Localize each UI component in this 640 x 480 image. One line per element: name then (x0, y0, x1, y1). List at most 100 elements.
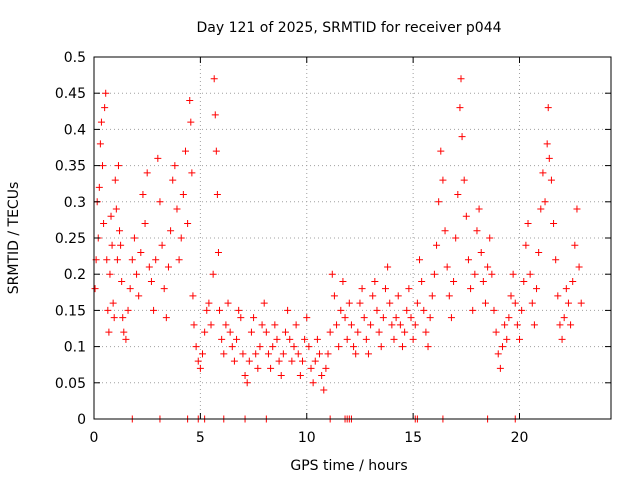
data-point (222, 321, 230, 329)
data-point (181, 147, 189, 155)
data-point (539, 169, 547, 177)
data-point (507, 292, 515, 300)
data-point (388, 321, 396, 329)
data-point (352, 350, 360, 358)
data-point (420, 306, 428, 314)
data-point (496, 364, 504, 372)
data-point (360, 314, 368, 322)
data-point (262, 328, 270, 336)
data-point (303, 314, 311, 322)
data-point (543, 140, 551, 148)
data-point (452, 234, 460, 242)
x-axis-label: GPS time / hours (290, 458, 407, 474)
data-point (520, 277, 528, 285)
data-point (271, 321, 279, 329)
data-point (318, 372, 326, 380)
x-tick-label: 10 (298, 430, 316, 446)
y-tick-label: 0.25 (55, 231, 86, 247)
data-point (96, 140, 104, 148)
data-point (267, 364, 275, 372)
data-point (439, 176, 447, 184)
data-point (350, 343, 358, 351)
data-point (299, 357, 307, 365)
data-point (558, 335, 566, 343)
data-point (235, 306, 243, 314)
data-point (233, 335, 241, 343)
data-point (530, 321, 538, 329)
data-point (541, 198, 549, 206)
data-point (273, 335, 281, 343)
data-point (479, 277, 487, 285)
data-point (396, 321, 404, 329)
data-point (186, 96, 194, 104)
data-point (460, 176, 468, 184)
data-point (486, 234, 494, 242)
data-point (113, 256, 121, 264)
data-point (443, 263, 451, 271)
data-point (341, 314, 349, 322)
data-point (392, 314, 400, 322)
data-point (503, 335, 511, 343)
data-point (124, 306, 132, 314)
data-point (477, 248, 485, 256)
data-point (435, 198, 443, 206)
data-point (333, 321, 341, 329)
data-point (533, 285, 541, 293)
y-tick-label: 0.4 (64, 122, 86, 138)
data-point (218, 335, 226, 343)
data-point (143, 169, 151, 177)
data-point (433, 241, 441, 249)
data-point (97, 118, 105, 126)
data-point (105, 328, 113, 336)
data-point (228, 343, 236, 351)
data-point (418, 277, 426, 285)
data-point (199, 350, 207, 358)
data-point (145, 263, 153, 271)
data-point (484, 263, 492, 271)
data-point (339, 277, 347, 285)
data-point (214, 248, 222, 256)
y-tick-label: 0 (77, 412, 86, 428)
y-tick-label: 0.2 (64, 267, 86, 283)
data-point (190, 321, 198, 329)
data-point (275, 357, 283, 365)
data-point (158, 241, 166, 249)
data-point (230, 357, 238, 365)
data-point (156, 198, 164, 206)
data-point (192, 343, 200, 351)
data-point (409, 335, 417, 343)
data-point (175, 256, 183, 264)
data-point (569, 277, 577, 285)
data-point (150, 306, 158, 314)
data-point (564, 299, 572, 307)
data-point (209, 270, 217, 278)
data-point (91, 285, 99, 293)
data-point (577, 299, 585, 307)
data-point (108, 241, 116, 249)
y-axis-label: SRMTID / TECUs (6, 182, 22, 295)
data-point (494, 350, 502, 358)
data-point (426, 314, 434, 322)
data-point (104, 306, 112, 314)
data-point (141, 220, 149, 228)
data-point (552, 256, 560, 264)
data-point (407, 314, 415, 322)
data-point (535, 248, 543, 256)
data-point (537, 205, 545, 213)
data-point (509, 270, 517, 278)
data-point (109, 299, 117, 307)
data-point (237, 314, 245, 322)
data-point (416, 256, 424, 264)
grid-lines (94, 57, 611, 419)
data-point (364, 350, 372, 358)
data-point (162, 314, 170, 322)
data-point (424, 343, 432, 351)
data-point (398, 343, 406, 351)
y-tick-label: 0.15 (55, 303, 86, 319)
data-point (119, 314, 127, 322)
data-point (335, 343, 343, 351)
data-point (422, 328, 430, 336)
data-point (277, 372, 285, 380)
data-point (102, 89, 110, 97)
data-point (211, 111, 219, 119)
